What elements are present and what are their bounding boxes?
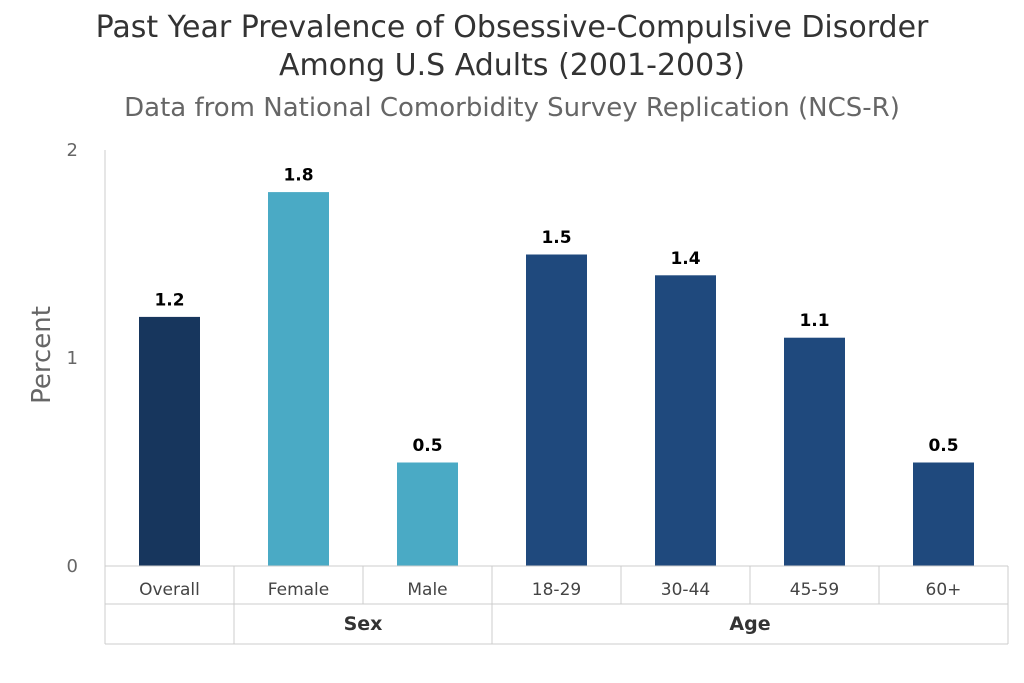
bar	[525, 253, 588, 567]
chart-title-line-2: Among U.S Adults (2001-2003)	[278, 48, 745, 83]
data-label: 1.5	[541, 228, 571, 248]
data-label: 1.1	[799, 311, 829, 331]
y-tick-label: 0	[67, 556, 78, 577]
bar	[783, 336, 846, 567]
y-tick-label: 2	[67, 140, 78, 161]
x-tick-label: 60+	[926, 580, 962, 600]
y-tick-label: 1	[67, 348, 78, 369]
data-label: 1.4	[670, 249, 700, 269]
x-group-label: Sex	[344, 613, 383, 635]
x-tick-label: Overall	[139, 580, 200, 600]
bar	[138, 315, 201, 567]
data-label: 0.5	[928, 436, 958, 456]
bar	[396, 461, 459, 567]
y-axis-label: Percent	[27, 306, 57, 404]
bar	[912, 461, 975, 567]
chart-title-line-1: Past Year Prevalence of Obsessive-Compul…	[95, 10, 929, 45]
x-tick-label: 30-44	[661, 580, 710, 600]
bar	[654, 274, 717, 567]
data-label: 0.5	[412, 436, 442, 456]
data-label: 1.2	[154, 290, 184, 310]
chart-subtitle: Data from National Comorbidity Survey Re…	[124, 93, 900, 123]
x-tick-label: Male	[407, 580, 447, 600]
x-tick-label: 45-59	[790, 580, 839, 600]
x-tick-label: Female	[268, 580, 329, 600]
x-group-label: Age	[729, 613, 770, 635]
data-label: 1.8	[283, 166, 313, 186]
x-tick-label: 18-29	[532, 580, 581, 600]
bar	[267, 191, 330, 567]
